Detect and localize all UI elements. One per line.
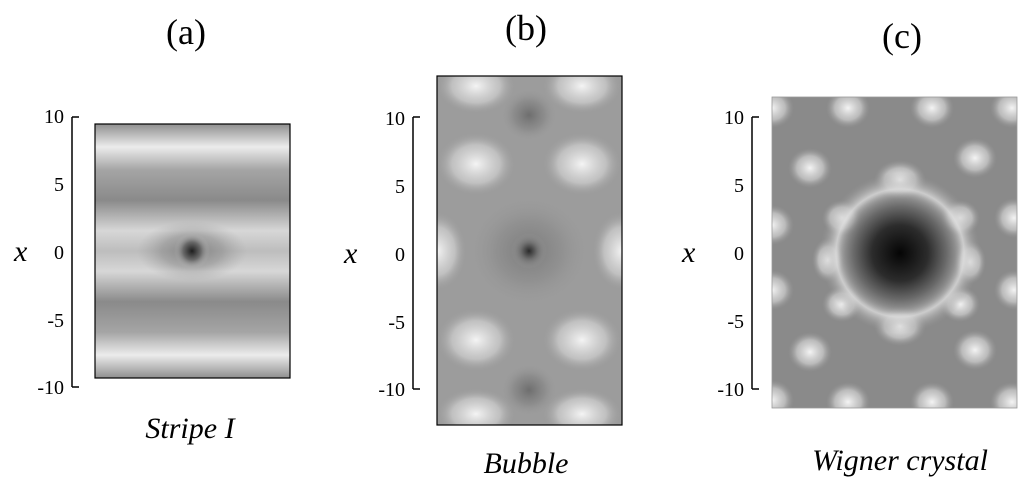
panel-c-tick-5: 5 [734,175,744,197]
panel-b-y-axis [412,116,420,390]
panel-c-tick-neg5: -5 [727,311,744,333]
panel-b-frame [436,75,623,426]
panel-b-label: (b) [505,8,547,48]
panel-a-tick-neg5: -5 [47,310,64,332]
panel-b-tick-0: 0 [395,244,405,266]
panel-a-y-axis [71,116,79,388]
panel-b-tick-10: 10 [385,108,405,130]
panel-c-axis-variable: x [681,236,696,269]
panel-c-plot [772,97,1017,408]
panel-c-tick-neg10: -10 [717,379,744,401]
panel-b-tick-5: 5 [395,176,405,198]
panel-a-tick-5: 5 [54,174,64,196]
panel-b-caption: Bubble [484,447,569,480]
panel-a-plot [95,124,290,378]
panel-a-tick-neg10: -10 [37,377,64,399]
panel-b-tick-neg5: -5 [388,312,405,334]
panel-a-label: (a) [166,12,206,52]
panel-c-tick-10: 10 [724,107,744,129]
panel-a-frame [94,123,291,379]
panel-b-axis-variable: x [343,237,358,270]
panel-c-caption: Wigner crystal [812,444,988,477]
panel-c-label: (c) [882,16,922,56]
panel-c-tick-0: 0 [734,243,744,265]
panel-a-caption: Stripe I [145,412,236,445]
panel-c-y-axis [751,116,759,390]
panel-c-frame [771,96,1018,409]
panel-a-tick-0: 0 [54,242,64,264]
panel-b-tick-neg10: -10 [378,379,405,401]
panel-b-plot [437,76,622,425]
panel-a-tick-10: 10 [44,106,64,128]
panel-a-axis-variable: x [13,235,28,268]
